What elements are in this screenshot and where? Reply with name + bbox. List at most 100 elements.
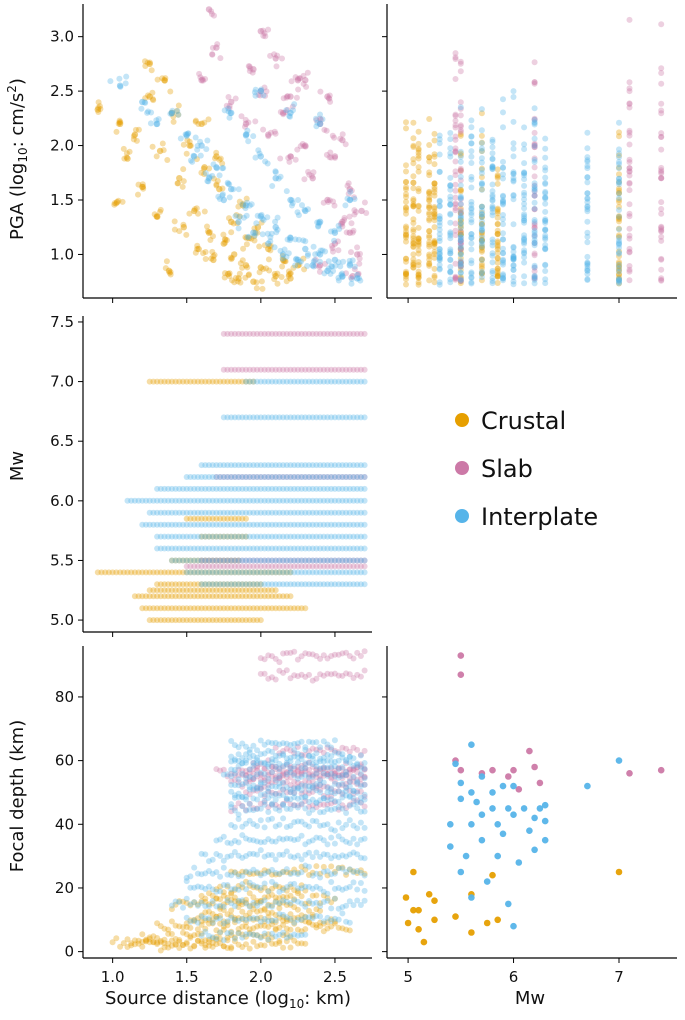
- point-crustal: [410, 261, 417, 268]
- point-crustal: [223, 237, 230, 244]
- point-interplate: [500, 236, 506, 243]
- point-crustal: [201, 208, 208, 215]
- point-slab: [350, 655, 357, 662]
- point-crustal: [272, 273, 279, 280]
- point-interplate: [447, 235, 454, 242]
- point-interplate: [361, 378, 368, 385]
- point-interplate: [542, 194, 549, 201]
- point-crustal: [616, 190, 622, 197]
- point-crustal: [410, 238, 417, 245]
- point-slab: [626, 172, 633, 179]
- point-slab: [531, 144, 538, 151]
- scatter-points: [94, 330, 368, 624]
- point-slab: [283, 667, 290, 674]
- point-crustal: [415, 203, 422, 210]
- point-slab: [288, 78, 295, 85]
- point-interplate: [304, 263, 311, 269]
- point-crustal: [494, 231, 501, 237]
- point-crustal: [111, 200, 118, 207]
- point-interplate: [257, 769, 264, 776]
- point-crustal: [175, 102, 182, 109]
- point-interplate: [584, 158, 591, 165]
- point-crustal: [410, 203, 417, 210]
- point-crustal: [246, 617, 253, 624]
- point-crustal: [191, 605, 198, 612]
- point-crustal: [426, 251, 433, 258]
- point-crustal: [213, 605, 220, 612]
- point-slab: [457, 240, 464, 247]
- point-interplate: [274, 214, 281, 221]
- point-slab: [361, 648, 368, 655]
- point-slab: [531, 79, 538, 85]
- point-interplate: [361, 835, 368, 842]
- point-slab: [327, 98, 334, 105]
- point-crustal: [149, 96, 156, 103]
- point-interplate: [500, 96, 506, 103]
- point-interplate: [272, 169, 279, 176]
- point-crustal: [202, 605, 209, 612]
- point-interplate: [276, 760, 283, 767]
- point-interplate: [531, 274, 538, 281]
- point-interplate: [468, 279, 475, 286]
- point-interplate: [457, 276, 464, 283]
- point-slab: [457, 671, 465, 678]
- point-crustal: [209, 581, 216, 588]
- point-slab: [276, 659, 283, 666]
- point-crustal: [426, 190, 433, 197]
- point-interplate: [447, 821, 454, 828]
- point-slab: [457, 68, 464, 75]
- point-crustal: [198, 581, 205, 588]
- point-interplate: [542, 164, 549, 171]
- point-interplate: [217, 915, 224, 922]
- point-interplate: [277, 173, 284, 180]
- point-interplate: [447, 279, 454, 286]
- point-crustal: [431, 184, 438, 191]
- point-slab: [457, 236, 464, 242]
- point-interplate: [468, 184, 475, 191]
- point-slab: [626, 159, 633, 166]
- point-crustal: [431, 161, 438, 168]
- point-crustal: [143, 605, 149, 612]
- point-interplate: [489, 212, 496, 219]
- point-interplate: [468, 153, 475, 160]
- point-crustal: [280, 593, 287, 600]
- point-interplate: [271, 244, 278, 251]
- point-crustal: [209, 248, 216, 255]
- point-interplate: [489, 203, 496, 210]
- point-interplate: [331, 870, 338, 877]
- point-crustal: [231, 587, 238, 594]
- point-interplate: [361, 521, 368, 528]
- point-crustal: [415, 224, 422, 231]
- point-interplate: [346, 817, 353, 824]
- point-interplate: [436, 238, 443, 244]
- point-crustal: [494, 242, 501, 249]
- point-interplate: [510, 248, 517, 255]
- point-slab: [345, 180, 352, 187]
- point-crustal: [130, 133, 137, 140]
- point-slab: [292, 156, 299, 163]
- point-slab: [626, 210, 633, 217]
- point-crustal: [494, 273, 501, 280]
- point-interplate: [584, 190, 591, 197]
- point-interplate: [275, 175, 282, 182]
- point-crustal: [251, 237, 258, 244]
- point-crustal: [426, 116, 433, 122]
- point-crustal: [431, 272, 438, 279]
- point-crustal: [420, 938, 428, 946]
- point-crustal: [261, 587, 268, 594]
- point-slab: [274, 52, 281, 59]
- point-interplate: [616, 249, 622, 256]
- point-interplate: [521, 141, 528, 148]
- point-interplate: [542, 232, 549, 239]
- point-slab: [626, 266, 633, 273]
- point-crustal: [616, 164, 622, 171]
- x-tick-label: 5: [403, 968, 413, 986]
- point-slab: [356, 260, 363, 267]
- point-interplate: [616, 190, 622, 197]
- point-slab: [658, 223, 665, 230]
- point-interplate: [531, 119, 538, 126]
- point-interplate: [361, 791, 368, 798]
- point-slab: [531, 252, 538, 259]
- point-slab: [457, 652, 465, 659]
- point-crustal: [426, 204, 433, 211]
